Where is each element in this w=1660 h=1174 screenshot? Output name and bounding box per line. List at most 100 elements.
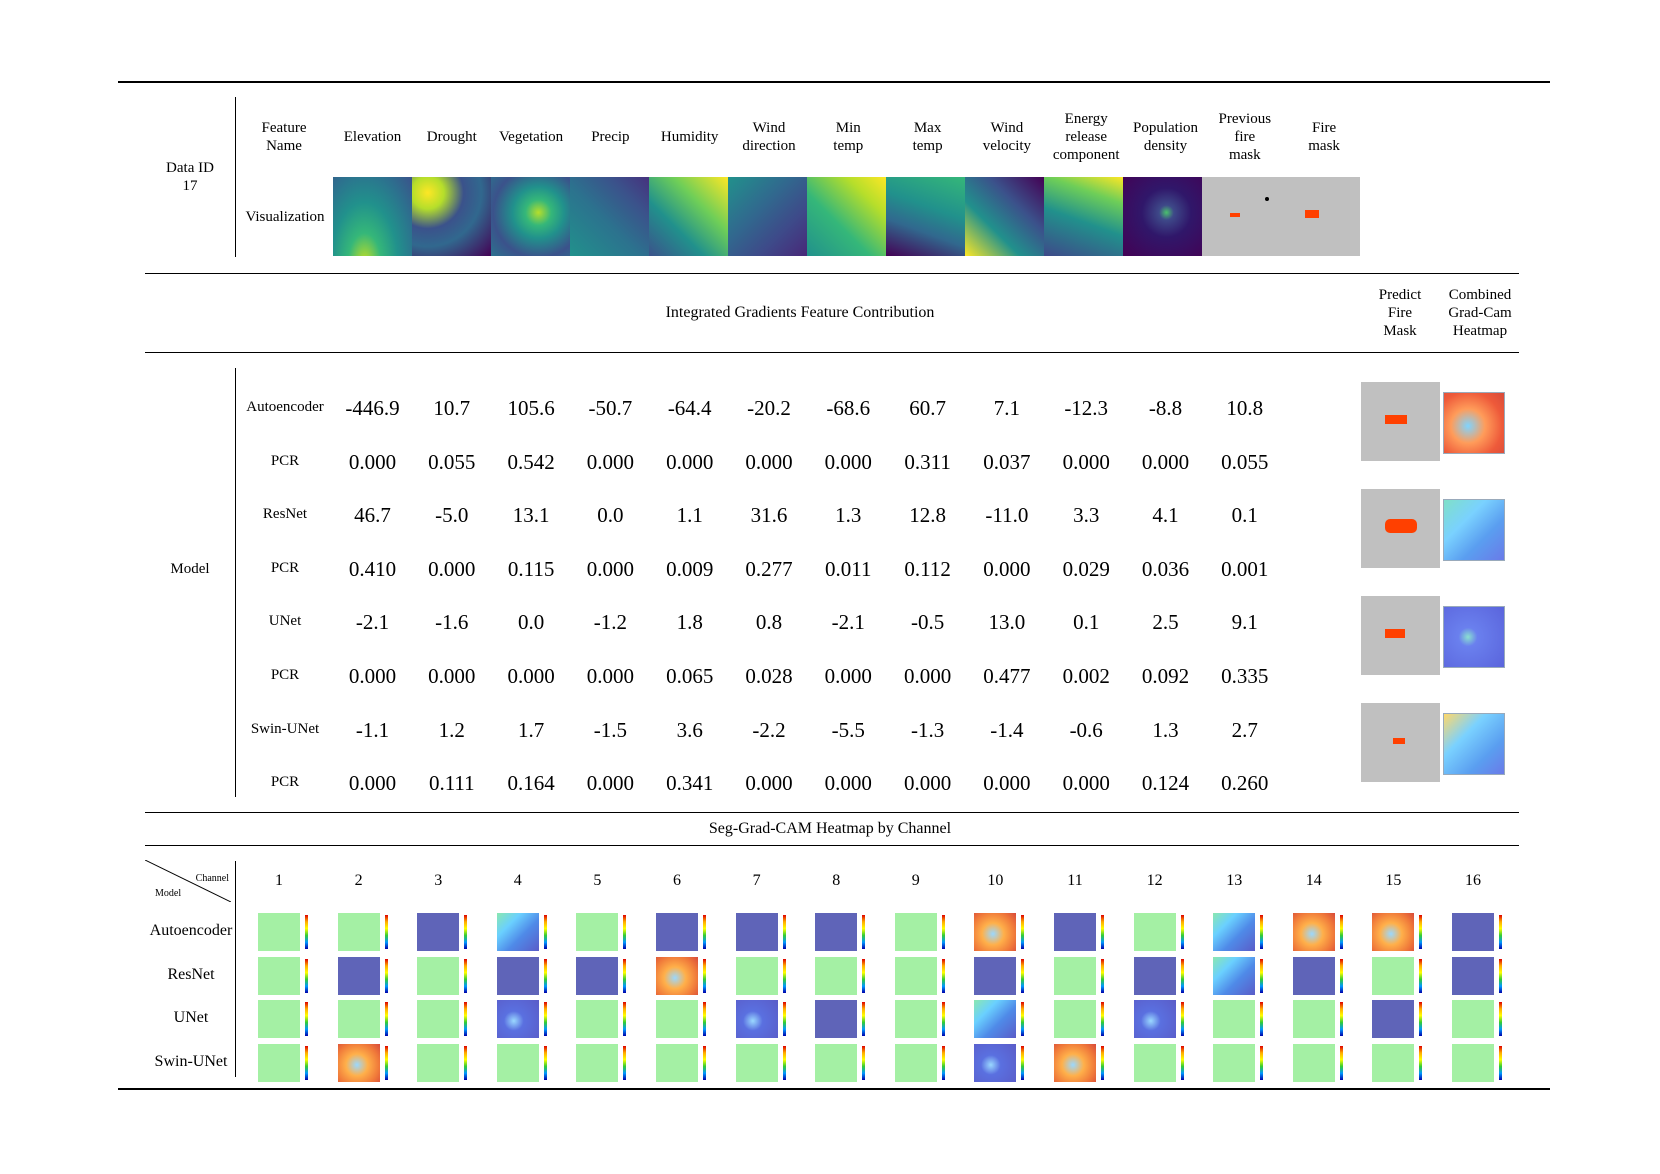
ig-cell: 0.036 (1141, 556, 1190, 581)
ig-cell: 0.000 (824, 449, 872, 474)
channel-label: 15 (1385, 872, 1402, 889)
ig-cell: 0.000 (824, 771, 872, 796)
row-label: Swin-UNet (250, 720, 320, 737)
ig-cell: -1.6 (435, 610, 469, 635)
colorbar (1419, 958, 1423, 993)
colorbar (862, 1045, 866, 1080)
colorbar (782, 1045, 786, 1080)
row-label: PCR (270, 667, 300, 683)
seg-heatmap-tile (258, 956, 308, 995)
seg-heatmap-tile (337, 956, 388, 995)
colorbar (1021, 915, 1025, 949)
seg-heatmap-tile (1452, 956, 1502, 995)
ig-cell: 2.7 (1231, 717, 1258, 742)
feature-label: Precip (591, 129, 630, 145)
ig-cell: 0.410 (348, 556, 397, 581)
seg-heatmap-tile (815, 1043, 866, 1082)
seg-heatmap-tile (894, 913, 945, 951)
seg-heatmap-tile (894, 1000, 945, 1038)
colorbar (623, 1002, 627, 1036)
ig-cell: -2.1 (831, 610, 865, 635)
colorbar (1101, 1002, 1104, 1036)
seg-heatmap-tile (815, 913, 866, 951)
channel-label: 16 (1465, 872, 1481, 889)
ig-cell: -1.4 (990, 717, 1024, 742)
ig-cell: 1.2 (438, 717, 465, 742)
seg-heatmap-tile (1213, 956, 1264, 995)
colorbar (1339, 958, 1343, 993)
ig-cell: 0.009 (666, 556, 714, 581)
channel-label: 1 (275, 872, 283, 889)
ig-cell: 0.000 (983, 771, 1031, 796)
ig-cell: 0.000 (666, 449, 714, 474)
ig-cell: 0.000 (348, 771, 397, 796)
channel-label: 6 (673, 872, 681, 889)
ig-cell: -64.4 (667, 396, 712, 420)
colorbar (703, 958, 706, 993)
seg-heatmap-tile (337, 1043, 388, 1082)
channel-label: 11 (1067, 872, 1083, 889)
seg-title: Seg-Grad-CAM Heatmap by Channel (708, 820, 952, 837)
colorbar (703, 1002, 706, 1036)
seg-heatmap-tile (337, 913, 388, 951)
ig-cell: 13.0 (988, 610, 1026, 635)
ig-cell: 10.8 (1226, 396, 1264, 420)
seg-heatmap-tile (417, 1043, 468, 1082)
seg-heatmap-tile (1133, 1000, 1184, 1038)
ig-cell: 0.055 (1221, 449, 1269, 474)
feature-label: Previous fire mask (1218, 111, 1272, 163)
ig-cell: 0.335 (1221, 664, 1269, 688)
tile-energy-release (1044, 177, 1123, 256)
feature-label: Max temp (912, 120, 943, 154)
seg-heatmap-tile (1292, 913, 1343, 951)
colorbar (305, 915, 308, 949)
ig-cell: 0.028 (745, 664, 793, 688)
ig-cell: 0.000 (586, 556, 635, 581)
channel-label: 2 (354, 872, 363, 889)
seg-heatmap-tile (735, 1000, 786, 1038)
ig-cell: 0.000 (903, 664, 952, 688)
gradcam-autoencoder (1443, 392, 1505, 454)
seg-heatmap-tile (656, 1000, 706, 1038)
feature-label: Wind direction (742, 120, 796, 154)
seg-heatmap-tile (337, 1000, 388, 1038)
colorbar (1180, 915, 1184, 949)
colorbar (1101, 915, 1104, 949)
colorbar (623, 958, 627, 993)
colorbar (623, 1045, 627, 1080)
ig-cell: -1.1 (355, 717, 390, 742)
seg-heatmap-tile (258, 1000, 308, 1038)
channel-label: 14 (1305, 872, 1322, 889)
vline-3 (235, 861, 236, 1077)
colorbar (1419, 915, 1423, 949)
ig-cell: 0.000 (428, 556, 476, 581)
colorbar (464, 958, 468, 993)
ig-cell: 0.001 (1221, 556, 1269, 581)
tile-vegetation (491, 177, 570, 256)
ig-cell: 0.477 (983, 664, 1031, 688)
colorbar (1180, 958, 1184, 993)
seg-heatmap-tile (417, 1000, 468, 1038)
seg-heatmap-tile (1054, 913, 1104, 951)
tile-elevation (333, 177, 412, 256)
seg-heatmap-tile (815, 956, 866, 995)
seg-heatmap-tile (974, 1000, 1025, 1038)
seg-heatmap-tile (974, 956, 1025, 995)
tile-humidity (649, 177, 728, 256)
ig-cell: 1.7 (517, 717, 545, 742)
ig-cell: 2.5 (1152, 610, 1179, 635)
ig-cell: 3.3 (1073, 503, 1100, 528)
colorbar (1180, 1045, 1184, 1080)
ig-title: Integrated Gradients Feature Contributio… (665, 304, 935, 321)
seg-heatmap-tile (258, 1043, 308, 1082)
ig-cell: 0.000 (586, 664, 635, 688)
ig-cell: 1.1 (676, 503, 703, 528)
ig-cell: 9.1 (1231, 610, 1258, 635)
seg-heatmap-tile (656, 1043, 706, 1082)
seg-heatmap-tile (576, 1000, 627, 1038)
seg-heatmap-tile (496, 956, 547, 995)
colorbar (1101, 958, 1104, 993)
row-label: UNet (268, 613, 302, 630)
colorbar (1499, 1045, 1502, 1080)
ig-cell: -1.2 (593, 610, 628, 635)
